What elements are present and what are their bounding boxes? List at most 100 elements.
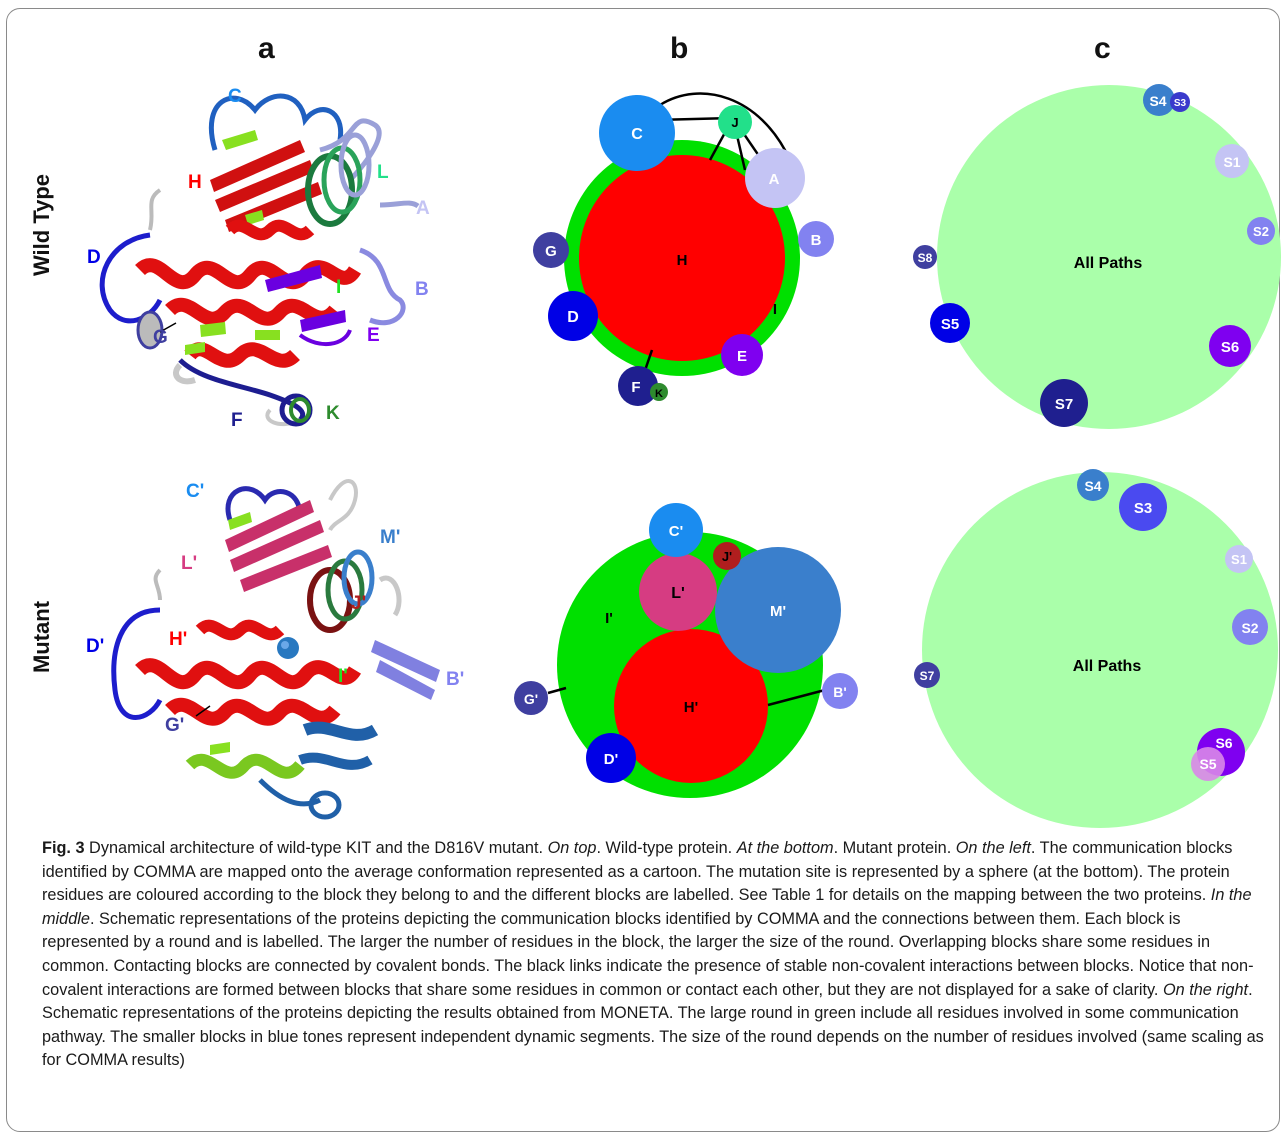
cartoon-label-J-prime: J' <box>351 593 366 614</box>
figure-frame <box>6 8 1280 1132</box>
wild-type-protein-cartoon <box>99 93 420 427</box>
segment-S1-round <box>1215 144 1249 178</box>
block-J-round <box>718 105 752 139</box>
caption-part-3: . Mutant protein. <box>833 839 956 857</box>
cartoon-label-A: A <box>416 198 430 219</box>
comma-wild-type-diagram <box>533 92 834 406</box>
segment-label-S4-prime: S4 <box>1084 478 1101 494</box>
block-M-prime-round <box>715 547 841 673</box>
block-E-round <box>721 334 763 376</box>
figure-diagrams: C H L A D B I G E F K <box>86 84 1281 828</box>
cartoon-label-L-prime: L' <box>181 553 197 574</box>
wild-type-cartoon-labels: C H L A D B I G E F K <box>87 86 430 431</box>
block-label-J-prime: J' <box>722 549 732 564</box>
block-D-round <box>548 291 598 341</box>
block-label-A: A <box>769 171 780 188</box>
segment-S3-prime-round <box>1119 483 1167 531</box>
block-A-round <box>745 148 805 208</box>
cartoon-label-D-prime: D' <box>86 636 104 657</box>
segment-label-S5-prime: S5 <box>1199 756 1216 772</box>
caption-part-2: . Wild-type protein. <box>596 839 737 857</box>
block-label-J: J <box>731 115 738 130</box>
block-label-G-prime: G' <box>524 691 538 707</box>
block-label-M-prime: M' <box>770 603 786 620</box>
caption-italic-1: On top <box>547 839 597 857</box>
segment-S5-round <box>930 303 970 343</box>
segment-label-S5: S5 <box>941 316 959 333</box>
caption-italic-5: On the right <box>1162 980 1249 999</box>
figure-caption: Fig. 3 Dynamical architecture of wild-ty… <box>42 837 1268 1073</box>
block-D-prime-round <box>586 733 636 783</box>
segment-label-S2: S2 <box>1253 224 1269 239</box>
block-label-H-prime: H' <box>684 699 698 716</box>
block-G-prime-round <box>514 681 548 715</box>
segment-S7-prime-round <box>914 662 940 688</box>
caption-lead: Fig. 3 <box>42 839 85 857</box>
segment-label-S3: S3 <box>1174 98 1187 109</box>
panel-label-a: a <box>258 32 275 65</box>
moneta-mutant-diagram <box>914 469 1278 828</box>
cartoon-label-E: E <box>367 325 380 346</box>
segment-label-S8: S8 <box>918 251 933 265</box>
caption-italic-4: In the middle <box>42 886 1252 928</box>
block-F-round <box>618 366 658 406</box>
mutant-protein-cartoon <box>111 479 440 820</box>
block-label-E: E <box>737 348 747 365</box>
segment-S3-round <box>1170 92 1190 112</box>
block-J-prime-round <box>713 542 741 570</box>
all-paths-round-wild-type <box>937 85 1281 429</box>
all-paths-round-mutant <box>922 472 1278 828</box>
block-label-I-prime: I' <box>605 610 613 627</box>
segment-label-S4: S4 <box>1149 93 1166 109</box>
block-K-round <box>650 383 668 401</box>
caption-part-4: . The communication blocks identified by… <box>42 839 1233 905</box>
mutant-cartoon-labels: C' M' L' D' H' J' B' I' G' <box>86 481 464 736</box>
cartoon-label-G-prime: G' <box>165 715 184 736</box>
segment-label-S6: S6 <box>1221 339 1239 356</box>
block-label-G: G <box>545 243 557 260</box>
panel-label-b: b <box>670 32 689 65</box>
block-label-B-prime: B' <box>833 684 846 700</box>
segment-S4-round <box>1143 84 1175 116</box>
cartoon-label-I-prime: I' <box>338 666 348 687</box>
comma-mutant-labels: C' J' L' M' I' H' G' B' D' <box>524 523 847 768</box>
all-paths-label-wild-type: All Paths <box>1074 255 1143 272</box>
block-B-round <box>798 221 834 257</box>
cartoon-label-F: F <box>231 410 243 431</box>
segment-S6-round <box>1209 325 1251 367</box>
cartoon-label-L: L <box>377 162 389 183</box>
block-label-H: H <box>677 252 688 269</box>
block-label-B: B <box>811 232 822 249</box>
segment-label-S6-prime: S6 <box>1215 735 1232 751</box>
segment-S2-round <box>1247 217 1275 245</box>
block-H-prime-round <box>614 629 768 783</box>
block-G-round <box>533 232 569 268</box>
comma-wild-type-labels: H C J A G B D E F K I <box>545 115 821 400</box>
segment-S2-prime-round <box>1232 609 1268 645</box>
block-label-D-prime: D' <box>604 751 618 768</box>
moneta-wild-type-labels: All Paths S4 S3 S1 S2 S8 S5 S6 S7 <box>918 93 1269 413</box>
segment-S1-prime-round <box>1225 545 1253 573</box>
cartoon-label-D: D <box>87 247 101 268</box>
segment-label-S2-prime: S2 <box>1241 620 1258 636</box>
block-H-round <box>579 155 785 361</box>
caption-part-5: . Schematic representations of the prote… <box>42 909 1254 999</box>
segment-label-S1-prime: S1 <box>1231 552 1247 567</box>
cartoon-label-B: B <box>415 279 429 300</box>
cartoon-label-H: H <box>188 172 202 193</box>
segment-S4-prime-round <box>1077 469 1109 501</box>
moneta-mutant-labels: All Paths S4 S3 S1 S2 S7 S6 S5 <box>920 478 1259 772</box>
cartoon-label-G: G <box>153 327 168 348</box>
cartoon-label-M-prime: M' <box>380 527 400 548</box>
cartoon-label-C-prime: C' <box>186 481 204 502</box>
caption-italic-3: On the left <box>955 839 1031 857</box>
segment-S8-round <box>913 245 937 269</box>
panel-label-c: c <box>1094 32 1111 65</box>
block-label-K: K <box>655 388 663 400</box>
segment-S7-round <box>1040 379 1088 427</box>
cartoon-label-K: K <box>326 403 340 424</box>
caption-part-6: . Schematic representations of the prote… <box>42 980 1264 1070</box>
block-label-C-prime: C' <box>669 523 683 540</box>
all-paths-label-mutant: All Paths <box>1073 658 1142 675</box>
block-L-prime-round <box>639 553 717 631</box>
